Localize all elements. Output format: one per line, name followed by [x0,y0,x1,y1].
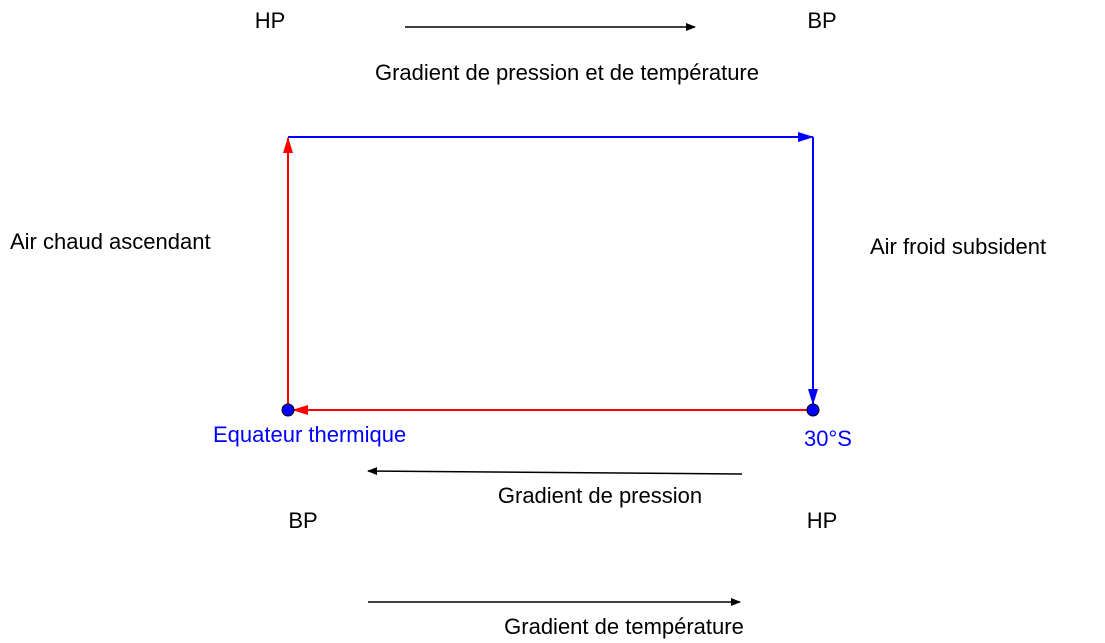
pressure-caption: Gradient de pression [498,483,702,508]
right-label: Air froid subsident [870,234,1046,259]
top-left-label: HP [255,8,286,33]
right-point-label: 30°S [804,426,852,451]
left-point-label: Equateur thermique [213,422,406,447]
bottom-left-label: BP [288,508,317,533]
pressure-arrow [367,467,743,476]
top-caption: Gradient de pression et de température [375,60,759,85]
temperature-caption: Gradient de température [504,614,744,639]
bottom-right-label: HP [807,508,838,533]
top-right-label: BP [807,8,836,33]
point [281,403,295,417]
point [806,403,820,417]
left-label: Air chaud ascendant [10,229,211,254]
